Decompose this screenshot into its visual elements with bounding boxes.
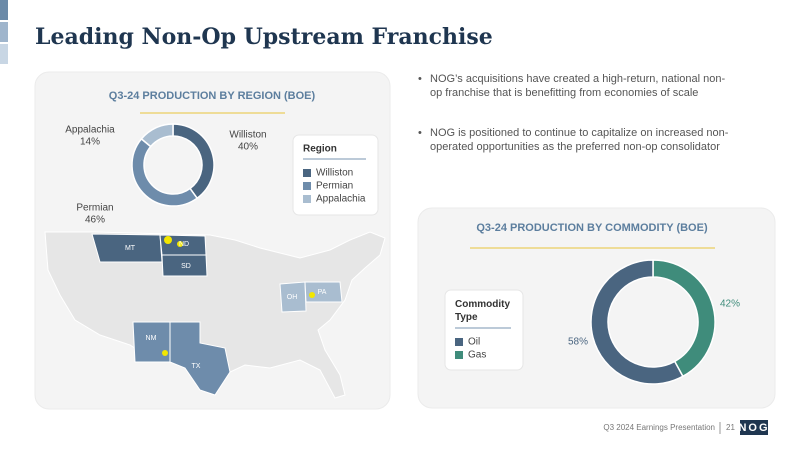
legend-swatch — [455, 351, 463, 359]
state-label: MT — [125, 245, 136, 252]
state-label: SD — [181, 263, 191, 270]
deco-bar — [0, 22, 8, 42]
state — [132, 321, 171, 363]
legend-label: Permian — [316, 181, 353, 192]
slice-category: Williston — [229, 130, 266, 141]
footer: Q3 2024 Earnings Presentation — [603, 423, 715, 432]
slice-value: 40% — [238, 142, 258, 153]
legend-swatch — [303, 169, 311, 177]
state-label: NM — [146, 335, 157, 342]
logo-box — [740, 420, 768, 435]
deco-bar — [0, 0, 8, 20]
legend-label: Williston — [316, 168, 353, 179]
page-number: 21 — [726, 423, 735, 432]
deco-bar — [0, 44, 8, 64]
legend-title: Commodity Type — [455, 299, 510, 323]
chart-title: Q3-24 PRODUCTION BY REGION (BOE) — [109, 90, 316, 102]
legend-swatch — [455, 338, 463, 346]
bullet: NOG’s acquisitions have created a high-r… — [418, 72, 730, 100]
legend-label: Gas — [468, 350, 486, 361]
state-label: ND — [179, 241, 189, 248]
bullet: NOG is positioned to continue to capital… — [418, 126, 730, 154]
state — [169, 321, 231, 396]
legend-swatch — [303, 195, 311, 203]
well-area — [177, 241, 183, 247]
slide-title: Leading Non-Op Upstream Franchise — [35, 24, 493, 50]
donut-slice — [590, 259, 684, 385]
legend-label: Appalachia — [316, 194, 366, 205]
chart-title: Q3-24 PRODUCTION BY COMMODITY (BOE) — [476, 222, 708, 234]
donut-slice — [140, 123, 174, 148]
well-area — [162, 350, 168, 356]
state — [304, 281, 343, 303]
slice-value: 42% — [720, 299, 740, 310]
slice-value: 58% — [568, 337, 588, 348]
slice-category: Permian — [76, 203, 113, 214]
slice-category: Appalachia — [65, 125, 115, 136]
logo: NOG — [738, 422, 769, 434]
state-label: TX — [192, 363, 201, 370]
well-area — [309, 292, 315, 298]
legend-box — [444, 289, 524, 371]
well-area — [164, 236, 172, 244]
state-label: OH — [287, 294, 298, 301]
legend-title: Region — [303, 144, 337, 155]
legend-label: Oil — [468, 337, 480, 348]
state-label: PA — [318, 289, 327, 296]
legend-swatch — [303, 182, 311, 190]
slice-value: 14% — [80, 137, 100, 148]
legend-box — [292, 134, 379, 216]
state — [161, 254, 208, 277]
state — [279, 281, 307, 313]
slice-value: 46% — [85, 215, 105, 226]
us-map — [44, 231, 386, 399]
